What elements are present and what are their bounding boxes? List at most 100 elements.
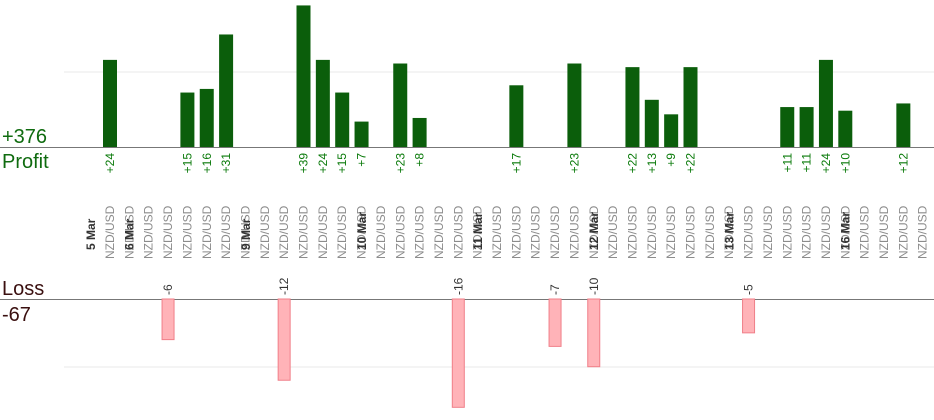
pair-label: NZD/USD [393,205,407,259]
profit-value-label: +15 [180,153,194,174]
pair-label: NZD/USD [916,205,930,259]
profit-bar [780,107,795,147]
loss-value-label: -12 [277,277,291,295]
pair-label: NZD/USD [567,205,581,259]
pair-label: NZD/USD [219,205,233,259]
profit-bar [219,34,234,147]
pair-label: NZD/USD [413,205,427,259]
loss-label: Loss [2,278,44,300]
pair-label: NZD/USD [451,205,465,259]
profit-bar [683,67,698,147]
loss-value-label: -10 [587,277,601,295]
profit-value-label: +31 [219,153,233,174]
date-label: 16 Mar [839,212,853,250]
loss-total: -67 [2,304,31,326]
loss-value-label: -5 [742,284,756,295]
pair-label: NZD/USD [742,205,756,259]
date-label: 6 Mar [123,218,137,250]
profit-total: +376 [2,126,47,148]
loss-value-label: -6 [161,284,175,295]
profit-value-label: +15 [335,153,349,174]
pair-label: NZD/USD [122,205,136,259]
profit-value-label: +24 [316,153,330,174]
date-label: 9 Mar [239,218,253,250]
profit-bar [664,114,679,147]
pair-label: NZD/USD [606,205,620,259]
pair-label: NZD/USD [200,205,214,259]
profit-value-label: +11 [780,153,794,173]
profit-bar [335,92,350,147]
pair-label: NZD/USD [490,205,504,259]
pair-label: NZD/USD [374,205,388,259]
profit-value-label: +24 [819,153,833,174]
profit-bar [625,67,640,147]
grid-layer [0,71,934,368]
date-label: 5 Mar [84,218,98,250]
loss-bar [742,298,756,334]
profit-bar [412,117,427,147]
profit-bar [103,59,117,147]
pair-label: NZD/USD [722,205,736,259]
pair-label: NZD/USD [297,205,311,259]
pair-label: NZD/USD [335,205,349,259]
profit-bar [354,121,369,147]
pair-label: NZD/USD [761,205,775,259]
pair-label: NZD/USD [529,205,543,259]
pair-label: NZD/USD [277,205,291,259]
profit-bar [838,110,853,147]
profit-label: Profit [2,151,49,173]
loss-bar [277,298,291,381]
pair-label: NZD/USD [664,205,678,259]
pair-label: NZD/USD [780,205,794,259]
loss-value-label: -16 [451,277,465,295]
pair-label: NZD/USD [316,205,330,259]
profit-value-label: +9 [664,153,678,167]
pair-label: NZD/USD [548,205,562,259]
profit-bar [567,63,582,148]
pair-label: NZD/USD [645,205,659,259]
profit-value-label: +16 [200,153,214,174]
profit-value-label: +12 [896,153,910,174]
profit-bar [315,59,330,147]
profit-value-label: +8 [413,153,427,167]
pair-label: NZD/USD [684,205,698,259]
pair-label: NZD/USD [703,205,717,259]
pair-label: NZD/USD [819,205,833,259]
pair-label: NZD/USD [180,205,194,259]
pair-label: NZD/USD [896,205,910,259]
profit-value-label: +39 [297,153,311,174]
profit-bar [799,107,814,147]
profit-bar [644,99,659,147]
profit-value-label: +24 [103,153,117,174]
pair-label: NZD/USD [238,205,252,259]
pair-label: NZD/USD [103,205,117,259]
date-label: 11 Mar [471,212,485,250]
profit-value-label: +22 [684,153,698,174]
profit-bar [896,103,911,147]
profit-bar [199,88,214,147]
pair-label: NZD/USD [625,205,639,259]
profit-bar [180,92,195,147]
profit-value-label: +23 [567,153,581,174]
pair-label: NZD/USD [509,205,523,259]
profit-value-label: +7 [355,153,369,167]
pair-label: NZD/USD [587,205,601,259]
bars-layer [103,5,911,408]
profit-value-label: +17 [509,153,523,174]
loss-bar [451,298,465,408]
profit-value-label: +23 [393,153,407,174]
date-label: 13 Mar [723,212,737,250]
loss-bar [548,298,562,347]
loss-bar [587,298,601,368]
pair-label: NZD/USD [355,205,369,259]
pair-label: NZD/USD [838,205,852,259]
pair-label: NZD/USD [471,205,485,259]
profit-value-label: +22 [625,153,639,174]
date-label: 10 Mar [355,212,369,250]
pair-label: NZD/USD [858,205,872,259]
profit-value-label: +13 [645,153,659,174]
loss-value-label: -7 [548,284,562,295]
loss-bar [161,298,175,341]
date-label: 12 Mar [587,212,601,250]
